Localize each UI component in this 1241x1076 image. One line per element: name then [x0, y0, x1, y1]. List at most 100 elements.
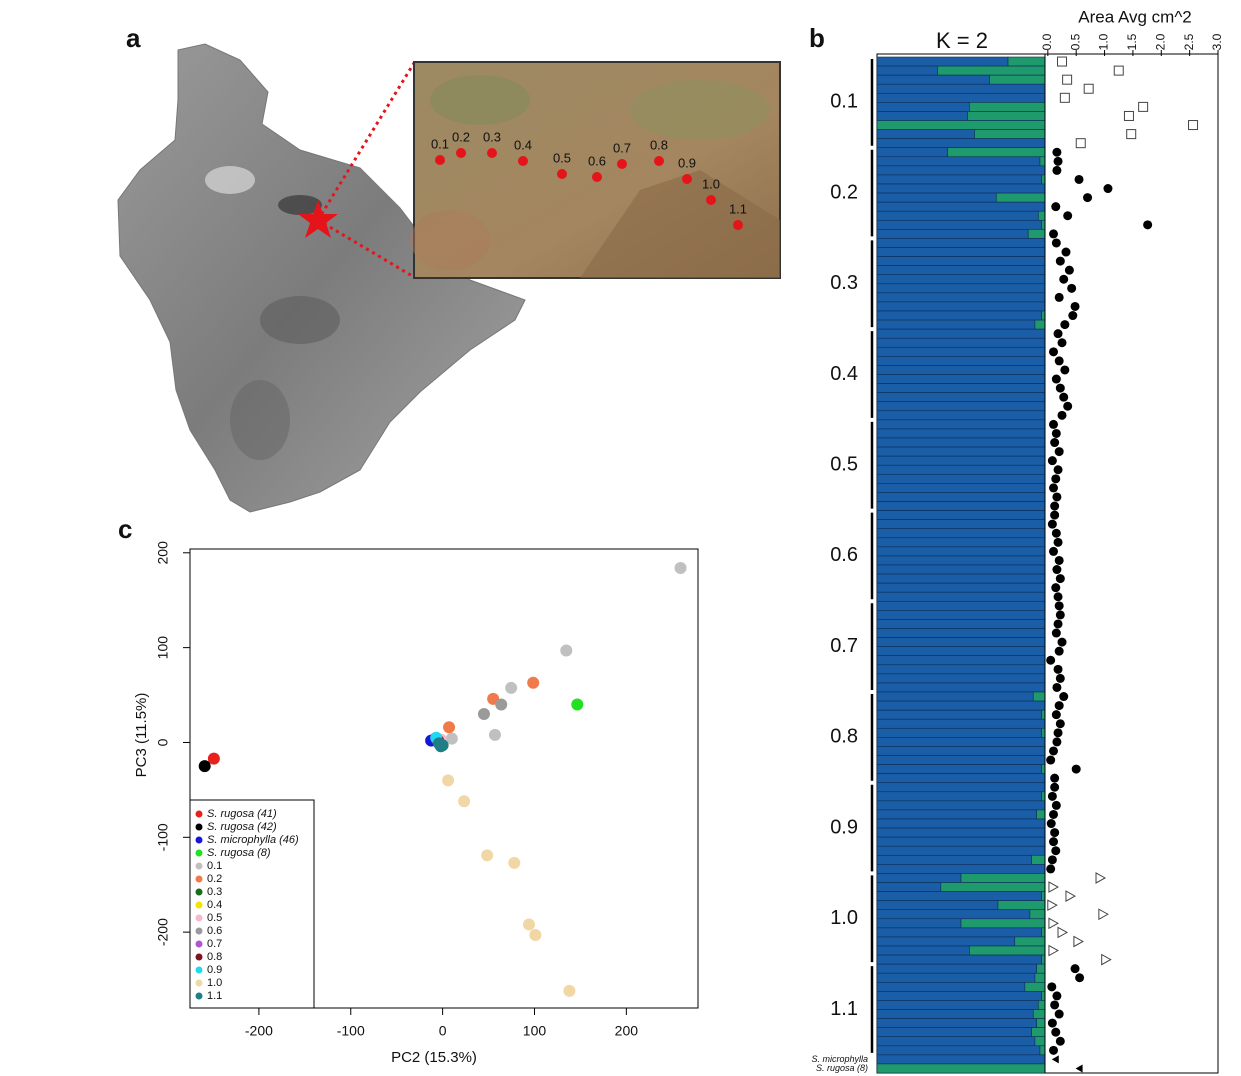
area-point: [1050, 783, 1059, 792]
area-point: [1102, 955, 1111, 965]
area-point: [1056, 674, 1065, 683]
point: [529, 929, 541, 941]
area-point: [1055, 293, 1064, 302]
bar-segment: [877, 756, 1045, 765]
area-point: [1048, 456, 1057, 465]
site-dot: [682, 174, 692, 184]
area-point: [1054, 538, 1063, 547]
bar-segment: [877, 592, 1045, 601]
area-point: [1055, 556, 1064, 565]
bar-segment: [877, 393, 1045, 402]
bar-segment: [1038, 1000, 1045, 1009]
figure: a b c 0.10.20.30.40.50.60.70.80.91.01.1-…: [0, 0, 1241, 1076]
area-point: [1055, 1010, 1064, 1019]
legend-marker: [196, 889, 203, 896]
bar-segment: [877, 792, 1042, 801]
bar-segment: [877, 674, 1045, 683]
bar-segment: [937, 66, 1045, 75]
site-dot: [557, 169, 567, 179]
bar-segment: [877, 610, 1045, 619]
bar-segment: [877, 111, 968, 120]
x-tick-label: -100: [337, 1023, 365, 1039]
bar-segment: [877, 1019, 1037, 1028]
area-point: [1139, 102, 1148, 111]
area-point: [1048, 792, 1057, 801]
area-point: [1058, 927, 1067, 937]
y-tick-label: -200: [155, 918, 171, 946]
legend-label: 0.8: [207, 951, 222, 963]
bar-segment: [877, 202, 1045, 211]
legend-label: 1.0: [207, 977, 222, 989]
bar-segment: [877, 1046, 1040, 1055]
area-point: [1056, 574, 1065, 583]
bar-segment: [1042, 311, 1045, 320]
area-point: [1049, 837, 1058, 846]
bar-segment: [877, 828, 1045, 837]
bar-segment: [877, 257, 1045, 266]
bar-segment: [1042, 991, 1045, 1000]
site-dot: [706, 195, 716, 205]
bar-segment: [1035, 973, 1045, 982]
bar-segment: [877, 474, 1045, 483]
area-point: [1058, 57, 1067, 66]
bar-segment: [877, 139, 1045, 148]
bar-segment: [877, 737, 1045, 746]
bar-segment: [877, 565, 1045, 574]
legend-marker: [196, 850, 203, 857]
area-point: [1052, 710, 1061, 719]
area-point: [1050, 774, 1059, 783]
group-label: 0.6: [830, 544, 858, 566]
bar-segment: [877, 229, 1028, 238]
relief: [260, 296, 340, 344]
legend-label: S. rugosa (8): [207, 847, 271, 859]
bar-segment: [990, 75, 1045, 84]
area-point: [1048, 900, 1057, 910]
area-point: [1052, 429, 1061, 438]
group-label: 0.2: [830, 181, 858, 203]
legend-label: 1.1: [207, 990, 222, 1002]
bar-segment: [877, 75, 990, 84]
area-point: [1056, 610, 1065, 619]
site-label: 0.9: [678, 155, 696, 170]
area-point: [1068, 311, 1077, 320]
legend-marker: [196, 811, 203, 818]
area-point: [1075, 175, 1084, 184]
bar-segment: [877, 1064, 1045, 1073]
group-label: 0.3: [830, 272, 858, 294]
area-point: [1050, 828, 1059, 837]
site-dot: [592, 172, 602, 182]
bar-segment: [1042, 765, 1045, 774]
x-tick-label: 1.0: [1097, 33, 1111, 50]
bar-segment: [877, 574, 1045, 583]
area-point: [1055, 356, 1064, 365]
group-label: 0.9: [830, 816, 858, 838]
area-point: [1056, 719, 1065, 728]
site-label: 0.3: [483, 129, 501, 144]
area-point: [1059, 692, 1068, 701]
bar-segment: [877, 284, 1045, 293]
area-point: [1046, 756, 1055, 765]
bar-segment: [877, 302, 1045, 311]
legend-marker: [196, 967, 203, 974]
bar-segment: [877, 901, 998, 910]
point: [527, 677, 539, 689]
x-tick-label: 0.0: [1040, 33, 1054, 50]
bar-segment: [877, 447, 1045, 456]
point: [675, 562, 687, 574]
site-dot: [518, 156, 528, 166]
group-label: 0.7: [830, 635, 858, 657]
group-label: 1.0: [830, 907, 858, 929]
bar-segment: [961, 873, 1045, 882]
bar-segment: [877, 420, 1045, 429]
bar-segment: [877, 1010, 1033, 1019]
bar-segment: [961, 919, 1045, 928]
bar-segment: [1033, 1010, 1045, 1019]
bar-segment: [1042, 955, 1045, 964]
bar-segment: [877, 601, 1045, 610]
bar-segment: [969, 946, 1045, 955]
point: [478, 708, 490, 720]
bar-segment: [877, 855, 1032, 864]
bar-segment: [877, 438, 1045, 447]
area-point: [1063, 402, 1072, 411]
area-point: [1051, 1028, 1060, 1037]
